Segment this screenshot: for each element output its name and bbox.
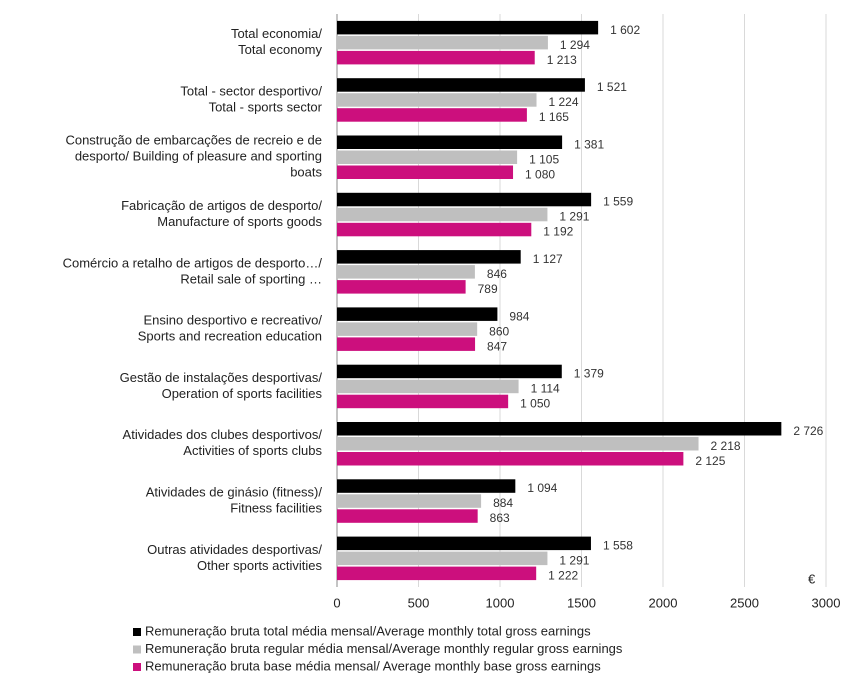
bar	[337, 222, 532, 237]
value-label: 860	[489, 324, 509, 338]
y-tick-label: Total economia/	[231, 26, 322, 41]
value-label: 1 379	[574, 367, 604, 381]
y-tick-label: Atividades dos clubes desportivos/	[123, 427, 323, 442]
bar	[337, 135, 563, 149]
value-label: 1 080	[525, 167, 555, 181]
y-tick-label: Outras atividades desportivas/	[147, 542, 322, 557]
x-tick-label: 3000	[812, 595, 841, 610]
value-label: 1 050	[520, 397, 550, 411]
value-label: 789	[478, 282, 498, 296]
bar	[337, 265, 475, 279]
x-tick-label: 1000	[486, 595, 515, 610]
legend-swatch	[133, 628, 141, 636]
value-label: 1 381	[574, 137, 604, 151]
bar	[337, 150, 518, 164]
legend-swatch	[133, 645, 141, 654]
bar	[337, 566, 537, 581]
bar	[337, 322, 478, 336]
y-tick-label: Fitness facilities	[230, 500, 322, 515]
bar	[337, 108, 527, 122]
value-label: 1 094	[527, 481, 557, 495]
bar	[337, 422, 782, 436]
y-tick-label: Activities of sports clubs	[183, 443, 322, 458]
value-label: 1 127	[533, 252, 563, 266]
value-label: 847	[487, 339, 507, 353]
y-tick-label: Gestão de instalações desportivas/	[120, 370, 323, 385]
x-tick-label: 1500	[567, 595, 596, 610]
x-tick-label: 0	[333, 595, 340, 610]
bar	[337, 165, 514, 179]
y-tick-label: Fabricação de artigos de desporto/	[121, 198, 322, 213]
bar	[337, 364, 562, 379]
x-tick-label: 2500	[730, 595, 759, 610]
bar	[337, 394, 509, 409]
legend-label: Remuneração bruta base média mensal/ Ave…	[145, 658, 601, 673]
value-label: 1 558	[603, 539, 633, 553]
y-tick-label: Total - sports sector	[209, 99, 323, 114]
bar	[337, 479, 516, 493]
legend-label: Remuneração bruta total média mensal/Ave…	[145, 623, 591, 638]
y-tick-label: Retail sale of sporting …	[180, 271, 322, 286]
bar	[337, 207, 548, 222]
bar	[337, 78, 585, 92]
value-label: 1 521	[597, 80, 627, 94]
value-label: 1 114	[531, 382, 560, 396]
value-label: 2 726	[793, 424, 823, 438]
bar	[337, 250, 521, 264]
value-label: 1 213	[547, 53, 577, 67]
x-tick-label: 500	[408, 595, 430, 610]
y-tick-label: desporto/ Building of pleasure and sport…	[75, 149, 322, 164]
bar	[337, 509, 478, 523]
value-label: 1 165	[539, 110, 569, 124]
value-label: 1 602	[610, 23, 640, 37]
legend-swatch	[133, 663, 141, 671]
y-tick-label: Ensino desportivo e recreativo/	[144, 313, 323, 328]
bar	[337, 337, 476, 351]
value-label: 863	[490, 511, 510, 525]
bar	[337, 494, 482, 508]
value-label: 1 222	[548, 569, 578, 583]
legend-label: Remuneração bruta regular média mensal/A…	[145, 641, 623, 656]
y-tick-label: Total economy	[238, 42, 322, 57]
bar	[337, 379, 519, 394]
value-label: 1 224	[549, 95, 579, 109]
y-tick-label: Operation of sports facilities	[162, 386, 323, 401]
bar	[337, 93, 537, 107]
y-tick-label: Comércio a retalho de artigos de desport…	[63, 255, 323, 270]
value-label: 984	[509, 309, 529, 323]
y-tick-label: boats	[290, 165, 322, 180]
x-axis-label: €	[808, 571, 816, 586]
y-tick-label: Total - sector desportivo/	[180, 83, 322, 98]
value-label: 1 559	[603, 195, 633, 209]
x-tick-label: 2000	[649, 595, 678, 610]
y-tick-label: Manufacture of sports goods	[157, 214, 322, 229]
value-label: 2 218	[711, 439, 741, 453]
y-tick-label: Construção de embarcações de recreio e d…	[65, 133, 322, 148]
bar	[337, 20, 599, 35]
value-label: 1 294	[560, 38, 590, 52]
bar	[337, 280, 466, 294]
bar	[337, 536, 591, 551]
value-label: 1 291	[559, 210, 589, 224]
value-label: 846	[487, 267, 507, 281]
value-label: 1 105	[529, 152, 559, 166]
value-label: 1 291	[559, 554, 589, 568]
bar	[337, 192, 592, 207]
y-tick-label: Sports and recreation education	[138, 329, 322, 344]
bar	[337, 35, 548, 50]
bar	[337, 437, 699, 451]
value-label: 2 125	[695, 454, 725, 468]
bar	[337, 452, 684, 466]
bar	[337, 50, 535, 65]
bar	[337, 551, 548, 566]
bar	[337, 307, 498, 321]
y-tick-label: Other sports activities	[197, 558, 322, 573]
value-label: 1 192	[543, 225, 573, 239]
y-tick-label: Atividades de ginásio (fitness)/	[146, 484, 323, 499]
value-label: 884	[493, 496, 513, 510]
